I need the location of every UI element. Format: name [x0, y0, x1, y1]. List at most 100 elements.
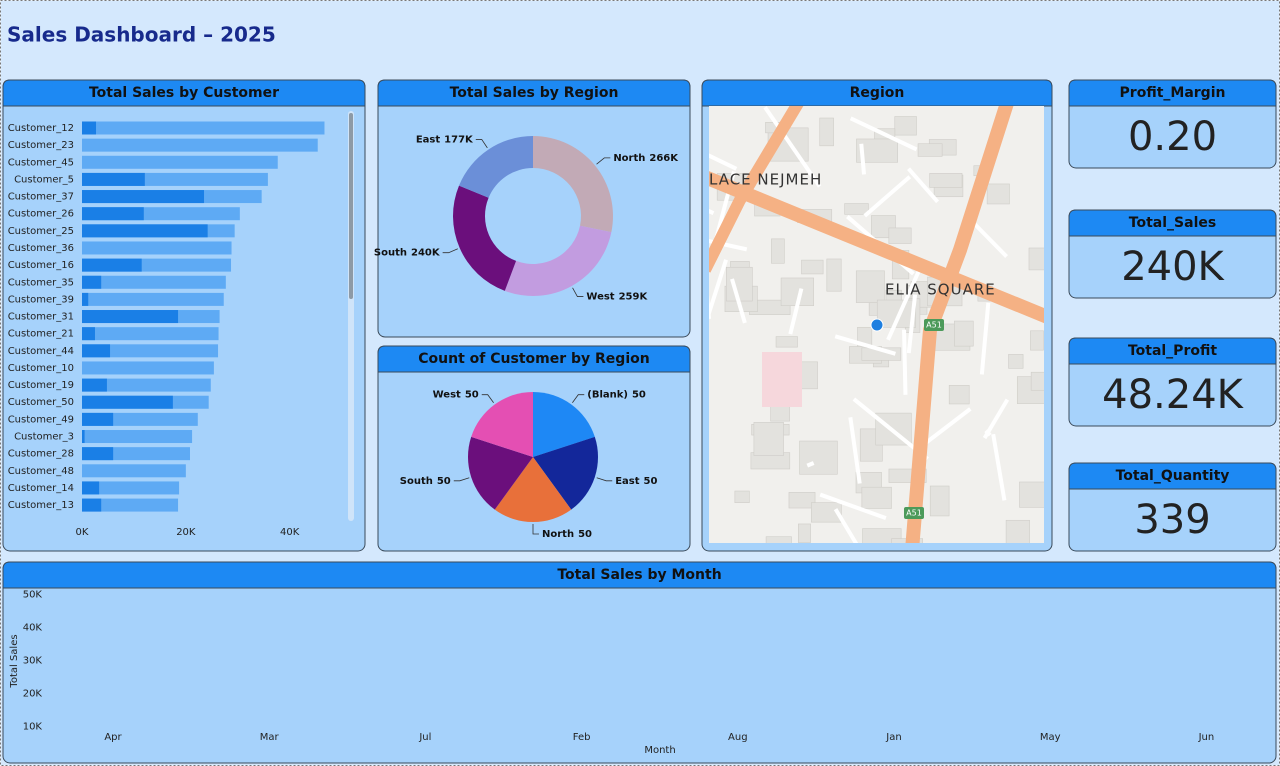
data-label-value: 50: [465, 390, 479, 401]
card-value: 339: [1134, 497, 1210, 543]
slice: [533, 136, 613, 233]
map-building: [801, 259, 824, 275]
y-tick-label: 30K: [23, 656, 43, 667]
x-axis-title: Month: [644, 745, 675, 756]
card-value: 48.24K: [1102, 372, 1245, 418]
slice: [494, 457, 572, 522]
y-tick-label: Customer_21: [8, 329, 74, 340]
bar: [82, 361, 214, 375]
slice: [533, 392, 595, 457]
card-title: Total_Profit: [1128, 343, 1217, 359]
bar: [82, 344, 219, 358]
y-tick-label: Customer_3: [14, 432, 74, 443]
map-building: [1030, 330, 1044, 351]
y-tick-label: Customer_13: [8, 500, 74, 511]
bar: [82, 430, 85, 444]
map-building: [917, 143, 943, 157]
map-street: [730, 278, 747, 324]
map-street: [921, 407, 972, 447]
page-title: Sales Dashboard – 2025: [7, 23, 276, 47]
map-building: [929, 485, 950, 517]
bar: [82, 292, 89, 306]
data-label-value: 50: [437, 476, 451, 487]
y-tick-label: Customer_44: [8, 346, 74, 357]
bar: [82, 292, 224, 306]
data-label: East 177K: [416, 135, 474, 146]
slice: [504, 225, 612, 296]
map-building: [1028, 247, 1044, 271]
map-street: [907, 167, 940, 204]
x-tick-label: 0K: [76, 527, 89, 538]
map-label: LACE NEJMEH: [709, 171, 822, 189]
map-building: [855, 270, 885, 303]
map-building: [856, 138, 898, 163]
bar: [82, 378, 107, 392]
panel-header: [377, 345, 691, 373]
map-street: [991, 433, 1007, 501]
bar: [82, 412, 114, 426]
y-tick-label: Customer_25: [8, 226, 74, 237]
map-building: [954, 320, 974, 347]
map-building: [1030, 371, 1044, 391]
data-label-category: West: [586, 292, 614, 303]
card-title: Profit_Margin: [1120, 85, 1226, 101]
map-building: [894, 116, 917, 136]
map-building: [726, 266, 753, 302]
scrollbar-thumb: [349, 113, 353, 299]
leader-line: [572, 287, 584, 297]
map-street: [709, 153, 738, 171]
y-tick-label: 40K: [23, 623, 43, 634]
map-building: [1005, 519, 1030, 543]
data-label: West 259K: [586, 292, 648, 303]
y-tick-label: Customer_31: [8, 312, 74, 323]
panel-title: Total Sales by Customer: [89, 85, 279, 101]
map-street: [848, 417, 862, 484]
leader-line: [596, 477, 613, 482]
map-building: [861, 486, 892, 509]
panel: [2, 561, 1277, 764]
x-tick-label: Jun: [1198, 732, 1215, 743]
data-label-category: West: [433, 390, 461, 401]
map-building: [799, 440, 838, 475]
y-tick-label: Customer_48: [8, 466, 74, 477]
card-title: Total_Quantity: [1116, 468, 1230, 484]
data-label-value: 240K: [411, 248, 441, 259]
data-label-category: South: [374, 248, 407, 259]
y-tick-label: Customer_45: [8, 157, 74, 168]
card-header: [1068, 337, 1277, 365]
bar: [82, 327, 219, 341]
card-header: [1068, 79, 1277, 107]
x-tick-label: Jan: [885, 732, 901, 743]
map-building: [798, 523, 811, 543]
panel-title: Count of Customer by Region: [418, 351, 649, 367]
y-tick-label: Customer_10: [8, 363, 74, 374]
map-building: [734, 490, 750, 503]
slice: [453, 185, 517, 291]
data-label: South 50: [400, 476, 451, 487]
panel-title: Region: [850, 85, 905, 101]
bar: [82, 275, 226, 289]
map-building: [929, 173, 963, 188]
bar: [82, 310, 179, 324]
map-street: [849, 116, 918, 152]
map-street: [902, 329, 908, 395]
y-tick-label: Customer_36: [8, 243, 74, 254]
map-road: [709, 106, 804, 273]
panel-header: [377, 79, 691, 107]
bar: [82, 447, 114, 461]
data-label-value: 50: [644, 476, 658, 487]
map-street: [886, 267, 923, 341]
y-tick-label: 20K: [23, 689, 43, 700]
bar: [82, 207, 144, 221]
map-building: [771, 238, 785, 264]
map-street: [806, 461, 815, 468]
leader-line: [596, 157, 611, 165]
data-label-value: 266K: [649, 153, 679, 164]
data-label: North 50: [542, 529, 592, 540]
data-label-category: East: [416, 135, 441, 146]
map-building: [1008, 354, 1024, 369]
y-tick-label: Customer_28: [8, 449, 74, 460]
bar: [82, 395, 173, 409]
bar: [82, 378, 211, 392]
